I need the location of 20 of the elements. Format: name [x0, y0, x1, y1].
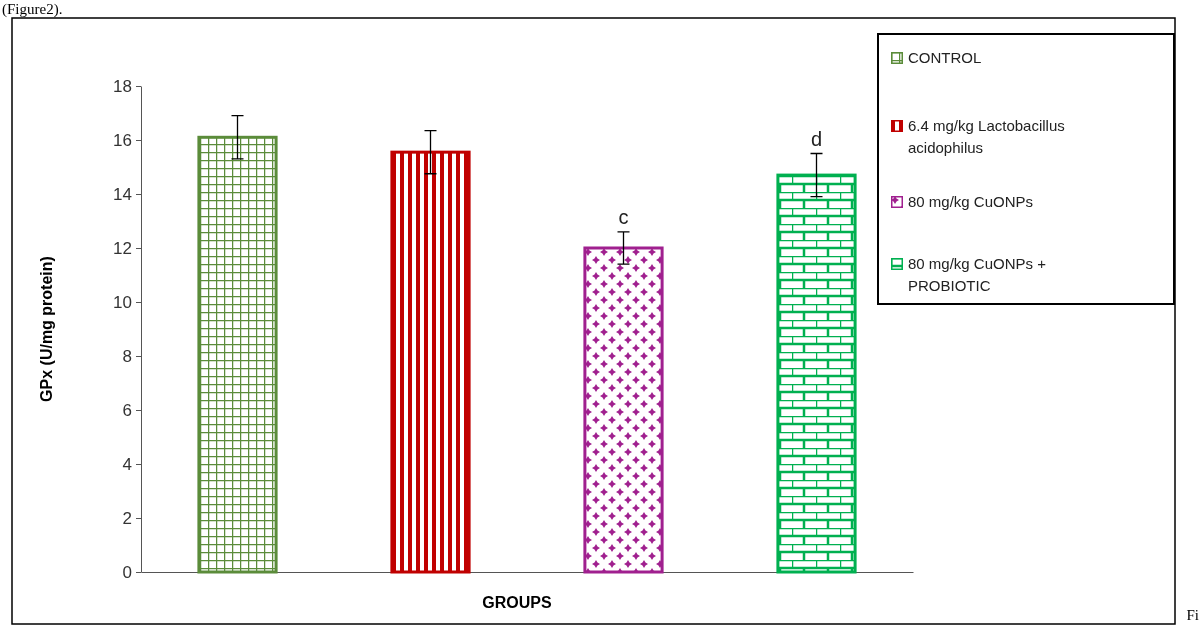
- data-label: c: [618, 205, 629, 228]
- legend-label: CONTROL: [908, 48, 982, 68]
- text: Fi: [1186, 607, 1199, 623]
- y-tick-label: 4: [122, 454, 132, 474]
- y-tick-label: 14: [113, 184, 132, 204]
- legend-label: 80 mg/kg CuONPs + PROBIOTIC: [908, 254, 1047, 296]
- legend-label: 6.4 mg/kg Lactobacillus acidophilus: [908, 116, 1066, 158]
- legend-label: 80 mg/kg CuONPs: [908, 192, 1034, 212]
- data-label: d: [810, 127, 823, 150]
- y-tick-label: 0: [122, 562, 132, 582]
- y-axis-title: GPx (U/mg protein): [38, 256, 55, 402]
- x-axis-title: GROUPS: [482, 594, 552, 611]
- y-tick-label: 12: [113, 238, 132, 258]
- y-tick-label: 16: [113, 130, 132, 150]
- y-tick-label: 10: [113, 292, 132, 312]
- text: (Figure2).: [2, 1, 63, 18]
- y-tick-label: 8: [122, 346, 132, 366]
- y-tick-label: 2: [122, 508, 132, 528]
- y-tick-label: 6: [122, 400, 132, 420]
- y-tick-label: 18: [113, 76, 132, 96]
